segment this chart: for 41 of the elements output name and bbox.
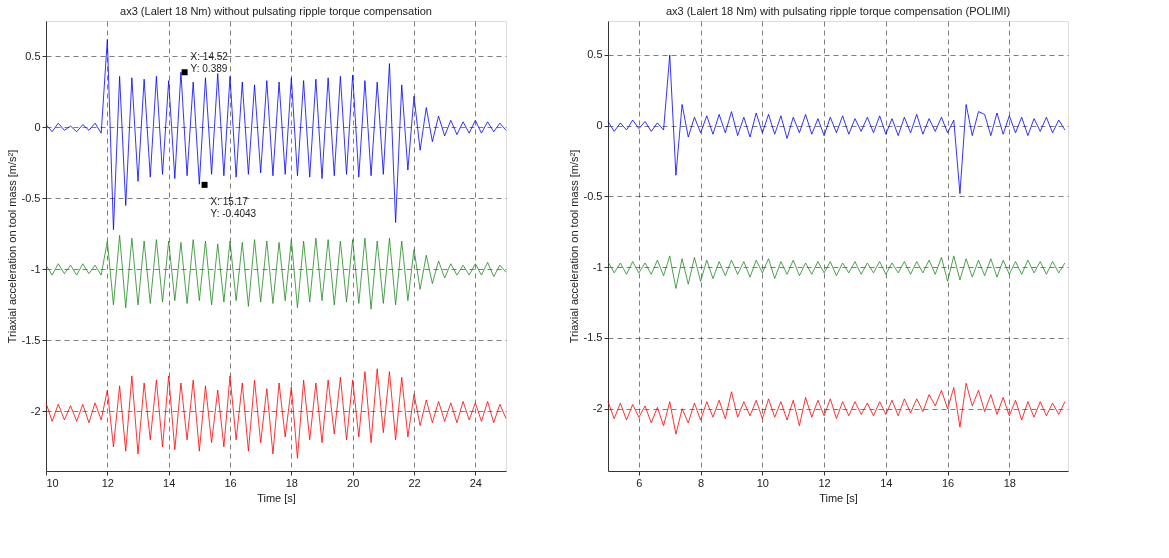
x-tick-label: 16 — [224, 476, 237, 489]
x-tick-label: 22 — [408, 476, 421, 489]
x-tick-label: 10 — [756, 476, 769, 489]
chart-title: ax3 (Lalert 18 Nm) without pulsating ripple torque compensation — [120, 5, 432, 17]
y-tick-label: 0.5 — [25, 49, 41, 62]
line-series — [45, 368, 507, 459]
y-tick-label: 0 — [34, 120, 41, 133]
x-axis-title: Time [s] — [257, 491, 296, 504]
x-tick-label: 24 — [469, 476, 482, 489]
line-series — [607, 255, 1066, 289]
x-tick-label: 6 — [636, 476, 643, 489]
chart-title: ax3 (Lalert 18 Nm) with pulsating ripple torque compensation (POLIMI) — [665, 5, 1011, 17]
x-tick-label: 14 — [163, 476, 176, 489]
line-series — [607, 382, 1066, 435]
y-tick-label: -0.5 — [21, 191, 41, 204]
x-tick-label: 12 — [101, 476, 114, 489]
x-tick-label: 10 — [46, 476, 59, 489]
x-tick-label: 20 — [347, 476, 360, 489]
y-tick-label: -2 — [592, 402, 603, 415]
x-tick-label: 12 — [818, 476, 831, 489]
annotation: X: 15.17 Y: -0.4043 — [210, 195, 257, 219]
annotation: X: 14.52 Y: 0.389 — [190, 51, 229, 75]
x-tick-label: 18 — [1003, 476, 1016, 489]
line-series — [607, 54, 1066, 195]
x-tick-label: 8 — [698, 476, 705, 489]
x-tick-label: 18 — [285, 476, 298, 489]
y-tick-label: -1 — [30, 262, 41, 275]
y-tick-label: 0 — [596, 119, 603, 132]
x-tick-label: 14 — [880, 476, 893, 489]
y-tick-label: -1 — [592, 260, 603, 273]
x-tick-label: 16 — [941, 476, 955, 489]
line-series — [45, 39, 507, 231]
y-tick-label: -1.5 — [21, 333, 41, 346]
y-tick-label: -2 — [30, 404, 41, 417]
line-series — [45, 234, 507, 310]
y-tick-label: -0.5 — [583, 189, 603, 202]
x-axis-title: Time [s] — [819, 491, 858, 504]
y-tick-label: 0.5 — [587, 48, 603, 61]
y-axis-title: Triaxial acceleration on tool mass [m/s²] — [5, 149, 18, 344]
y-axis-title: Triaxial acceleration on tool mass [m/s²] — [567, 149, 580, 344]
y-tick-label: -1.5 — [583, 331, 603, 344]
